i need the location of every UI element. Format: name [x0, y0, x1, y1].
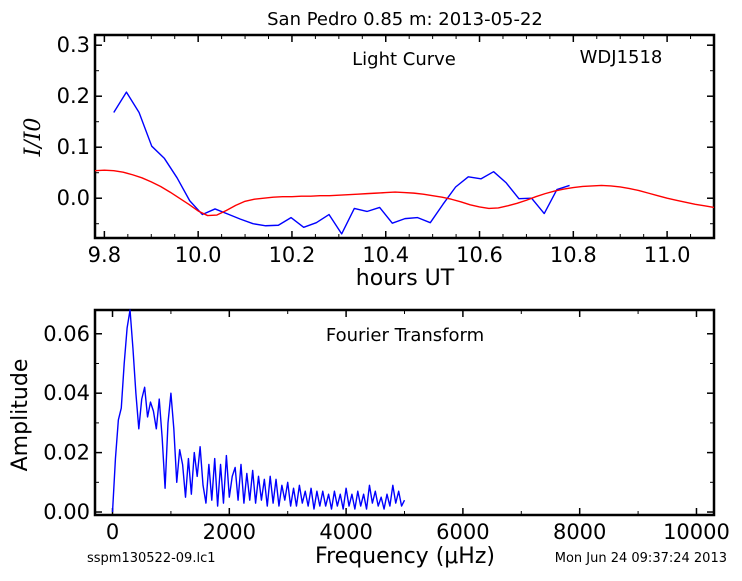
fourier-data — [111, 309, 406, 513]
light-curve-x-axis-label: hours UT — [356, 266, 455, 291]
figure-title: San Pedro 0.85 m: 2013-05-22 — [267, 9, 543, 30]
light-curve-series-line-1 — [94, 169, 715, 217]
fourier-x-axis-label: Frequency (μHz) — [315, 544, 495, 569]
light-curve-y-tick-label: 0.3 — [57, 33, 90, 57]
fourier-transform-panel: 0 2000 4000 6000 8000 10000 0.00 0.02 0.04 0.06 F… — [8, 308, 730, 569]
light-curve-x-tick-label: 10.8 — [550, 243, 597, 267]
light-curve-series-line-0 — [113, 91, 570, 235]
light-curve-x-tick-label: 11.0 — [644, 243, 691, 267]
light-curve-data — [94, 91, 715, 235]
fourier-x-tick-label: 10000 — [663, 520, 730, 544]
fourier-y-tick-label: 0.04 — [43, 381, 90, 405]
light-curve-x-tick-label: 10.2 — [269, 243, 316, 267]
fourier-x-tick-label: 0 — [106, 520, 119, 544]
light-curve-ticks: 9.8 10.0 10.2 10.4 10.6 10.8 11.0 0.0 0.1 0.2 0.3 — [57, 33, 714, 267]
light-curve-x-tick-label: 10.4 — [362, 243, 409, 267]
fourier-plot-frame — [93, 308, 716, 517]
fourier-y-tick-label: 0.00 — [43, 500, 90, 524]
light-curve-annotation: Light Curve — [352, 49, 456, 70]
fourier-x-tick-label: 6000 — [436, 520, 489, 544]
footer-filename: sspm130522-09.lc1 — [87, 551, 215, 566]
footer-timestamp: Mon Jun 24 09:37:24 2013 — [555, 551, 727, 566]
light-curve-panel: 9.8 10.0 10.2 10.4 10.6 10.8 11.00.00.10.20.3 … — [21, 33, 716, 291]
fourier-series-line-0 — [111, 309, 406, 513]
target-annotation: WDJ1518 — [580, 47, 663, 68]
fourier-y-tick-label: 0.02 — [43, 441, 90, 465]
fourier-ticks: 0 2000 4000 6000 8000 10000 0.00 0.02 0.04 0.06 — [43, 310, 730, 544]
fourier-annotation: Fourier Transform — [326, 325, 484, 346]
fourier-x-tick-label: 8000 — [553, 520, 606, 544]
fourier-y-tick-label: 0.06 — [43, 322, 90, 346]
light-curve-x-tick-label: 10.0 — [175, 243, 222, 267]
light-curve-x-tick-label: 9.8 — [88, 243, 121, 267]
light-curve-y-tick-label: 0.1 — [57, 135, 90, 159]
fourier-y-axis-label: Amplitude — [8, 359, 33, 472]
light-curve-y-axis-label: I/I0 — [21, 118, 46, 158]
light-curve-y-tick-label: 0.2 — [57, 84, 90, 108]
light-curve-x-tick-label: 10.6 — [456, 243, 503, 267]
light-curve-y-tick-label: 0.0 — [57, 186, 90, 210]
fourier-x-tick-label: 2000 — [203, 520, 256, 544]
fourier-x-tick-label: 4000 — [319, 520, 372, 544]
light-curve-plot-frame — [93, 33, 716, 240]
